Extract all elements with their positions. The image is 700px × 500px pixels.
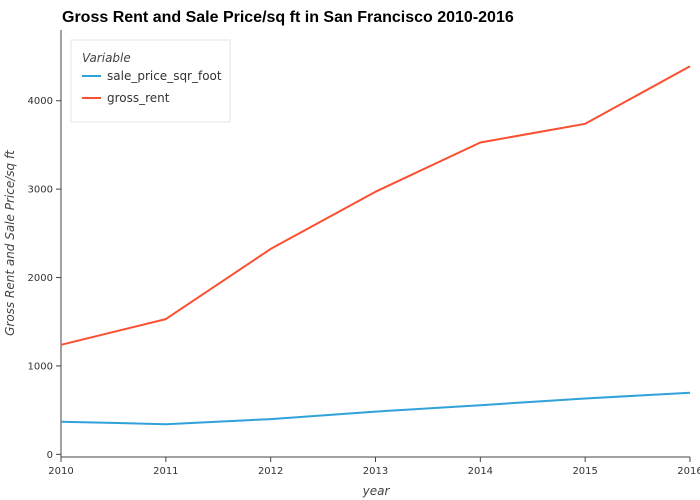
x-tick-label: 2011 <box>153 466 178 477</box>
x-tick-label: 2014 <box>468 466 493 477</box>
legend-title: Variable <box>82 51 131 65</box>
y-tick-label: 0 <box>47 450 53 461</box>
y-tick-label: 1000 <box>28 361 53 372</box>
legend: Variable sale_price_sqr_foot gross_rent <box>70 39 231 123</box>
x-tick-label: 2015 <box>572 466 597 477</box>
legend-box <box>70 39 231 123</box>
series-line-sale-price-sqr-foot <box>60 391 691 426</box>
series-lines <box>60 65 691 426</box>
legend-label: gross_rent <box>107 91 170 105</box>
x-axis: 2010 2011 2012 2013 2014 2015 2016 <box>48 456 700 477</box>
y-axis-label: Gross Rent and Sale Price/sq ft <box>3 149 17 336</box>
x-tick-label: 2012 <box>258 466 283 477</box>
x-tick-label: 2010 <box>48 466 73 477</box>
y-tick-label: 4000 <box>28 96 53 107</box>
y-axis: 0 1000 2000 3000 4000 <box>28 30 62 461</box>
x-tick-label: 2013 <box>363 466 388 477</box>
y-tick-label: 3000 <box>28 185 53 196</box>
y-tick-label: 2000 <box>28 273 53 284</box>
legend-label: sale_price_sqr_foot <box>107 69 222 83</box>
x-axis-label: year <box>362 484 391 498</box>
series-line-gross-rent <box>60 65 691 346</box>
x-tick-label: 2016 <box>677 466 700 477</box>
chart-title: Gross Rent and Sale Price/sq ft in San F… <box>62 9 514 26</box>
